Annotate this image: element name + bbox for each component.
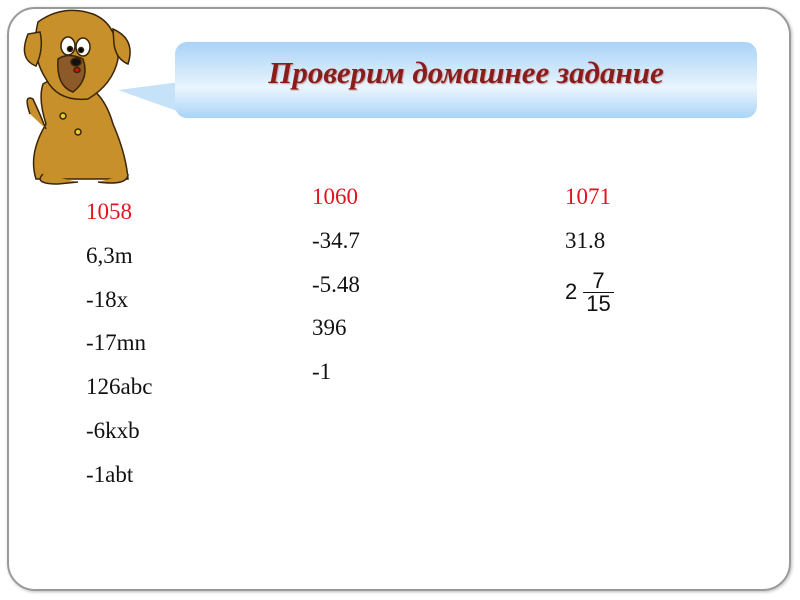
exercise-number: 1071 xyxy=(565,184,611,209)
answer: -5.48 xyxy=(312,271,360,297)
answer: 126abc xyxy=(86,374,153,400)
cartoon-dog-icon xyxy=(23,9,131,185)
exercise-column-1060: 1060 -34.7 -5.48 396 -1 xyxy=(312,182,360,401)
slide-title: Проверим домашнее задание xyxy=(268,55,664,90)
answer: -18x xyxy=(86,286,129,312)
answer: -1abt xyxy=(86,461,134,487)
answer: 6,3m xyxy=(86,242,133,268)
exercise-number: 1060 xyxy=(312,184,358,209)
mixed-fraction-answer: 2 7 15 xyxy=(565,267,614,315)
speech-bubble-tail xyxy=(118,82,180,112)
fraction-denominator: 15 xyxy=(583,291,614,315)
exercise-column-1071: 1071 31.8 2 7 15 xyxy=(565,182,614,315)
exercise-number: 1058 xyxy=(86,199,132,224)
fraction-numerator: 7 xyxy=(592,267,605,293)
fraction-whole: 2 xyxy=(565,279,578,305)
slide-frame xyxy=(7,7,791,591)
answer: -1 xyxy=(312,359,332,385)
answer: -6kxb xyxy=(86,417,140,443)
answer: 31.8 xyxy=(565,227,606,253)
exercise-column-1058: 1058 6,3m -18x -17mn 126abc -6kxb -1abt xyxy=(86,197,152,504)
answer: -34.7 xyxy=(312,227,360,253)
speech-bubble xyxy=(175,42,757,118)
answer: 396 xyxy=(312,315,347,341)
answer: -17mn xyxy=(86,330,147,356)
